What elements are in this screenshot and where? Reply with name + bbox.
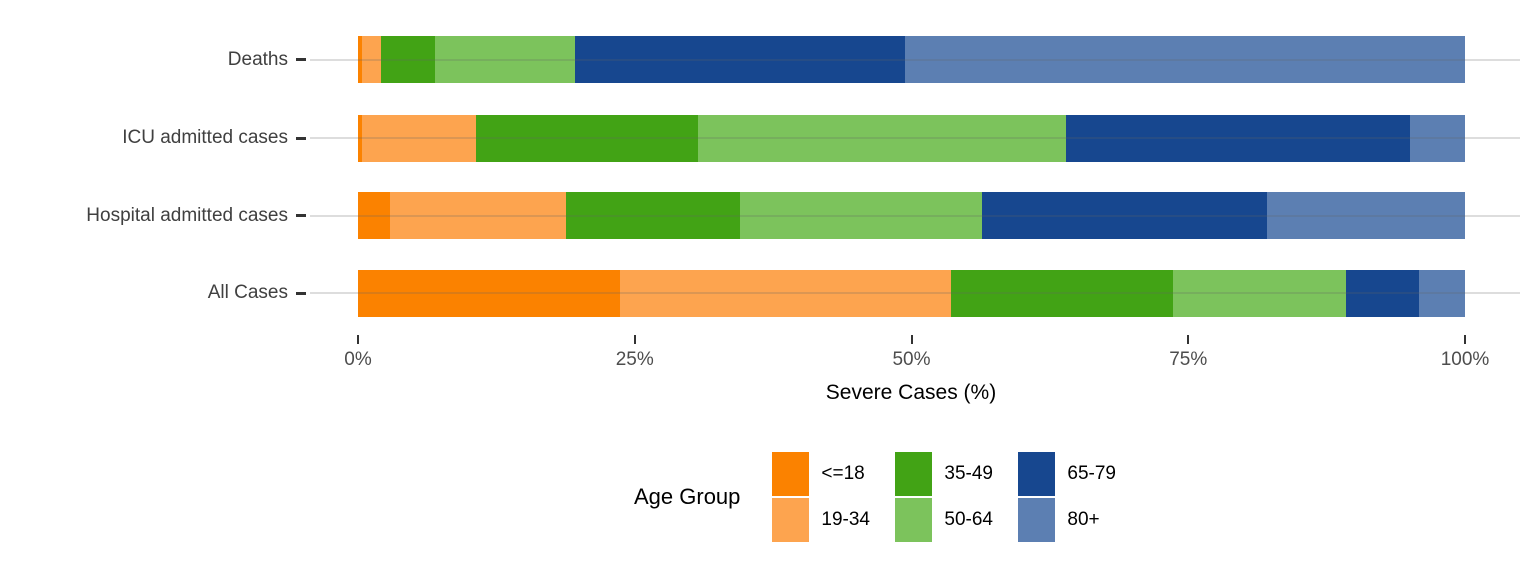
legend-item: <=18	[772, 452, 877, 496]
legend-label: 50-64	[944, 509, 994, 530]
bar-row	[358, 192, 1465, 239]
x-axis-tick	[357, 335, 359, 344]
bar-segment	[381, 36, 436, 83]
bar-segment	[1409, 114, 1465, 162]
bar-segment	[1173, 269, 1346, 317]
y-axis-tick	[296, 58, 306, 61]
bar-segment	[358, 269, 621, 317]
bar-segment	[358, 36, 363, 83]
y-axis-tick	[296, 136, 306, 140]
bar-segment	[697, 114, 1067, 162]
gridline	[310, 292, 1520, 294]
gridline	[310, 137, 1520, 139]
bar-segment	[358, 114, 363, 162]
gridline	[310, 214, 1520, 217]
gridline	[310, 58, 1520, 61]
bar-segment	[362, 114, 477, 162]
legend-item: 80+	[1018, 498, 1123, 542]
y-axis-label: Deaths	[227, 48, 288, 70]
x-axis-title: Severe Cases (%)	[825, 381, 997, 404]
bar-segment	[950, 269, 1174, 317]
legend: Age Group <=18 19-34 35-49 50-64 65-79 80+	[634, 452, 1123, 542]
bar-segment	[566, 192, 740, 239]
legend-swatch	[772, 452, 810, 496]
legend-label: 80+	[1067, 509, 1100, 530]
legend-label: 65-79	[1067, 463, 1117, 484]
legend-label: 19-34	[821, 509, 871, 530]
legend-item: 50-64	[895, 498, 1000, 542]
bar-segment	[574, 36, 905, 83]
x-axis-tick	[1187, 335, 1190, 344]
bar-segment	[362, 36, 382, 83]
bar-segment	[476, 114, 698, 162]
bar-row	[358, 269, 1466, 317]
x-axis-tick	[910, 335, 913, 344]
legend-column: <=18 19-34	[772, 452, 877, 542]
x-axis-tick-label: 100%	[1440, 349, 1490, 370]
bar-segment	[358, 192, 391, 239]
bar-segment	[620, 269, 951, 317]
legend-swatch	[1018, 452, 1056, 496]
bar-segment	[1266, 192, 1465, 239]
legend-swatch	[895, 452, 933, 496]
bar-segment	[982, 192, 1267, 239]
legend-keys: <=18 19-34 35-49 50-64 65-79 80+	[772, 452, 1123, 542]
legend-item: 19-34	[772, 498, 877, 542]
legend-label: 35-49	[944, 463, 994, 484]
y-axis-label: All Cases	[207, 282, 288, 303]
legend-column: 35-49 50-64	[895, 452, 1000, 542]
legend-swatch	[1018, 498, 1056, 542]
legend-item: 35-49	[895, 452, 1000, 496]
legend-swatch	[895, 498, 933, 542]
x-axis-tick-label: 0%	[344, 349, 372, 370]
bar-row	[358, 36, 1465, 83]
bar-segment	[390, 192, 567, 239]
bar-segment	[904, 36, 1465, 83]
y-axis-label: Hospital admitted cases	[86, 204, 288, 226]
legend-swatch	[772, 498, 810, 542]
bar-segment	[1418, 269, 1466, 317]
y-axis-label: ICU admitted cases	[122, 127, 288, 148]
legend-label: <=18	[821, 463, 865, 484]
legend-column: 65-79 80+	[1018, 452, 1123, 542]
x-axis-tick-label: 25%	[615, 349, 654, 370]
legend-title: Age Group	[634, 484, 741, 509]
bar-segment	[1066, 114, 1410, 162]
bar-segment	[1345, 269, 1419, 317]
x-axis-tick-label: 75%	[1169, 349, 1208, 370]
y-axis-tick	[296, 214, 306, 217]
x-axis-tick-label: 50%	[892, 349, 931, 370]
x-axis-tick	[633, 335, 636, 344]
legend-item: 65-79	[1018, 452, 1123, 496]
y-axis-tick	[296, 291, 306, 295]
x-axis-tick	[1464, 335, 1466, 344]
bar-row	[358, 114, 1465, 162]
bar-segment	[435, 36, 575, 83]
bar-segment	[739, 192, 983, 239]
